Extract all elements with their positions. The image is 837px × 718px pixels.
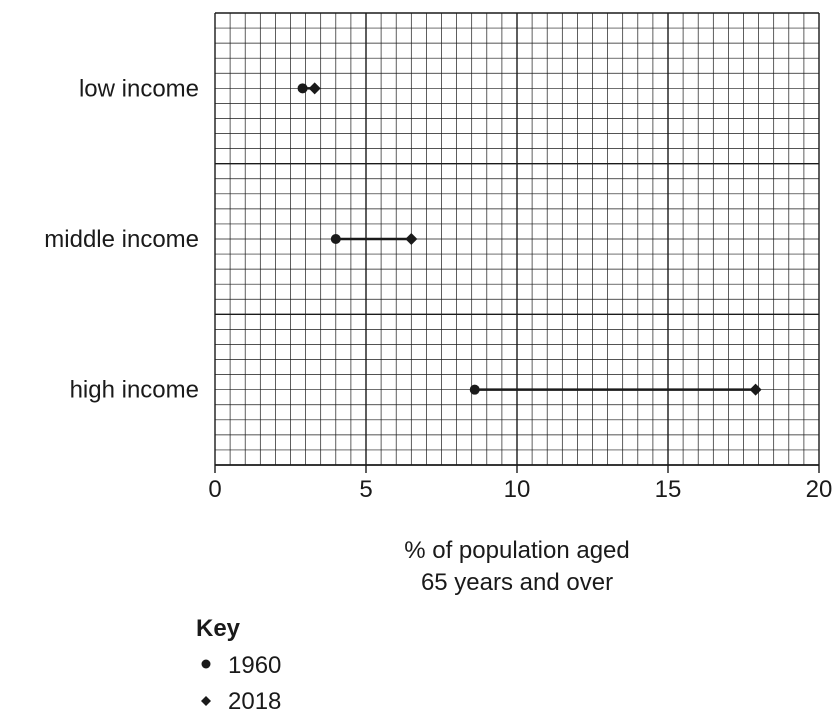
legend-marker-2018 xyxy=(201,696,211,706)
x-axis-title: % of population aged 65 years and over xyxy=(404,537,630,596)
x-axis-title-line-1: % of population aged xyxy=(404,537,630,564)
legend: Key 1960 2018 xyxy=(196,615,281,715)
x-tick-label: 10 xyxy=(504,476,531,503)
x-tick-label: 20 xyxy=(806,476,833,503)
x-axis: 0 5 10 15 20 xyxy=(208,464,833,503)
point-2018 xyxy=(405,233,418,245)
point-1960 xyxy=(297,83,308,94)
category-label: high income xyxy=(70,377,199,404)
category-label: middle income xyxy=(44,226,199,253)
x-tick-label: 15 xyxy=(655,476,682,503)
legend-label-2018: 2018 xyxy=(228,688,281,715)
legend-title: Key xyxy=(196,615,241,642)
point-2018 xyxy=(749,383,762,396)
point-1960 xyxy=(469,384,480,395)
data-marks xyxy=(297,82,762,396)
x-tick-label: 0 xyxy=(208,476,221,503)
legend-marker-1960 xyxy=(201,659,211,669)
legend-label-1960: 1960 xyxy=(228,652,281,679)
x-axis-title-line-2: 65 years and over xyxy=(421,569,613,596)
point-2018 xyxy=(308,82,321,95)
category-label: low income xyxy=(79,75,199,102)
point-1960 xyxy=(330,234,341,244)
x-tick-label: 5 xyxy=(359,476,372,503)
category-labels: low income middle income high income xyxy=(44,75,199,403)
